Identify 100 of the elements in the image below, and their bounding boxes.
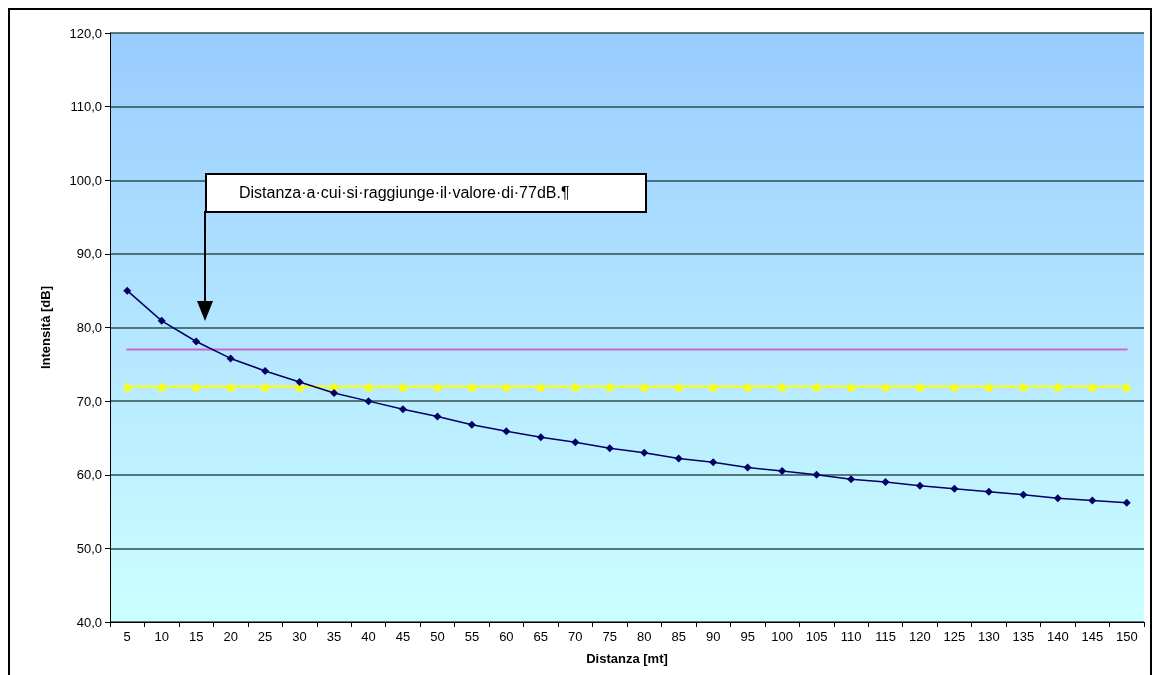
x-tick-label: 65 bbox=[533, 629, 549, 644]
x-tick-label: 70 bbox=[568, 629, 583, 644]
x-tick-label: 5 bbox=[123, 629, 131, 644]
point bbox=[778, 467, 787, 476]
point bbox=[674, 381, 684, 391]
point bbox=[467, 381, 477, 391]
point bbox=[915, 381, 925, 391]
y-tick-label: 100,0 bbox=[69, 172, 102, 188]
point bbox=[847, 475, 856, 484]
point bbox=[605, 381, 615, 391]
x-tick-label: 90 bbox=[705, 629, 721, 644]
x-tick-label: 135 bbox=[1012, 629, 1035, 644]
x-tick-label: 120 bbox=[909, 629, 931, 644]
point bbox=[1088, 496, 1097, 505]
point bbox=[1122, 498, 1131, 507]
point bbox=[501, 381, 511, 391]
y-tick-label: 70,0 bbox=[76, 393, 102, 409]
point bbox=[192, 337, 201, 346]
point bbox=[743, 381, 753, 391]
point bbox=[812, 381, 822, 391]
point bbox=[398, 381, 408, 391]
point bbox=[1053, 381, 1063, 391]
point bbox=[1122, 381, 1132, 391]
point bbox=[1019, 490, 1028, 499]
x-tick-label: 40 bbox=[361, 629, 376, 644]
point bbox=[330, 389, 339, 398]
y-tick-label: 50,0 bbox=[76, 540, 102, 556]
x-tick-label: 145 bbox=[1081, 629, 1104, 644]
point bbox=[984, 487, 993, 496]
point bbox=[157, 316, 166, 325]
x-tick-label: 110 bbox=[840, 629, 862, 644]
y-tick-label: 60,0 bbox=[76, 467, 102, 483]
point bbox=[295, 377, 304, 386]
x-tick-label: 60 bbox=[499, 629, 514, 644]
point bbox=[191, 381, 201, 391]
point bbox=[950, 484, 959, 493]
point bbox=[122, 381, 132, 391]
point bbox=[639, 381, 649, 391]
callout-box: Distanza·a·cui·si·raggiunge·il·valore·di·77dB.¶ bbox=[205, 173, 647, 213]
x-tick-label: 150 bbox=[1115, 629, 1138, 644]
point bbox=[605, 444, 614, 453]
x-tick-label: 35 bbox=[326, 629, 342, 644]
y-tick-label: 110,0 bbox=[70, 99, 102, 115]
y-tick-label: 40,0 bbox=[76, 614, 102, 630]
y-tick-label: 90,0 bbox=[76, 246, 102, 262]
x-tick-label: 20 bbox=[223, 629, 238, 644]
point bbox=[536, 433, 545, 442]
point bbox=[777, 381, 787, 391]
point bbox=[260, 381, 270, 391]
point bbox=[709, 458, 718, 467]
y-tick-label: 80,0 bbox=[76, 320, 102, 335]
x-tick-label: 80 bbox=[637, 629, 652, 644]
point bbox=[364, 381, 373, 391]
y-tick-label: 120,0 bbox=[69, 25, 102, 41]
point bbox=[261, 366, 270, 375]
x-tick-label: 75 bbox=[602, 629, 617, 644]
point bbox=[502, 427, 511, 436]
point bbox=[640, 448, 649, 457]
x-tick-label: 100 bbox=[771, 629, 793, 644]
x-tick-label: 85 bbox=[671, 629, 686, 644]
point bbox=[708, 381, 718, 391]
y-axis-title: Intensità [dB] bbox=[38, 285, 53, 370]
x-tick-label: 140 bbox=[1046, 629, 1069, 644]
point bbox=[812, 470, 821, 479]
point bbox=[1087, 381, 1097, 391]
point bbox=[157, 381, 167, 391]
point bbox=[1018, 381, 1028, 391]
x-tick-label: 95 bbox=[740, 629, 755, 644]
point bbox=[571, 438, 580, 447]
x-tick-label: 115 bbox=[875, 629, 896, 644]
x-tick-label: 55 bbox=[464, 629, 480, 644]
point bbox=[674, 454, 683, 463]
point bbox=[881, 478, 890, 487]
point bbox=[984, 381, 994, 391]
x-tick-label: 130 bbox=[978, 629, 1000, 644]
point bbox=[881, 381, 890, 391]
x-tick-label: 105 bbox=[805, 629, 828, 644]
point bbox=[949, 381, 959, 391]
point bbox=[536, 381, 546, 391]
x-tick-label: 15 bbox=[188, 629, 204, 644]
point bbox=[846, 381, 856, 391]
point bbox=[398, 405, 407, 414]
x-tick-label: 30 bbox=[292, 629, 307, 644]
x-tick-label: 10 bbox=[154, 629, 169, 644]
point bbox=[226, 354, 235, 363]
point bbox=[123, 286, 132, 295]
x-tick-label: 125 bbox=[943, 629, 966, 644]
x-tick-label: 45 bbox=[395, 629, 411, 644]
point bbox=[915, 481, 924, 490]
point bbox=[433, 412, 442, 421]
point bbox=[743, 463, 752, 472]
point bbox=[432, 381, 442, 391]
point bbox=[570, 381, 580, 391]
x-tick-label: 25 bbox=[257, 629, 273, 644]
point bbox=[467, 420, 476, 429]
point bbox=[226, 381, 236, 391]
point bbox=[1053, 494, 1062, 503]
x-axis-title: Distanza [mt] bbox=[586, 651, 668, 666]
x-tick-label: 50 bbox=[430, 629, 445, 644]
point bbox=[364, 397, 373, 406]
